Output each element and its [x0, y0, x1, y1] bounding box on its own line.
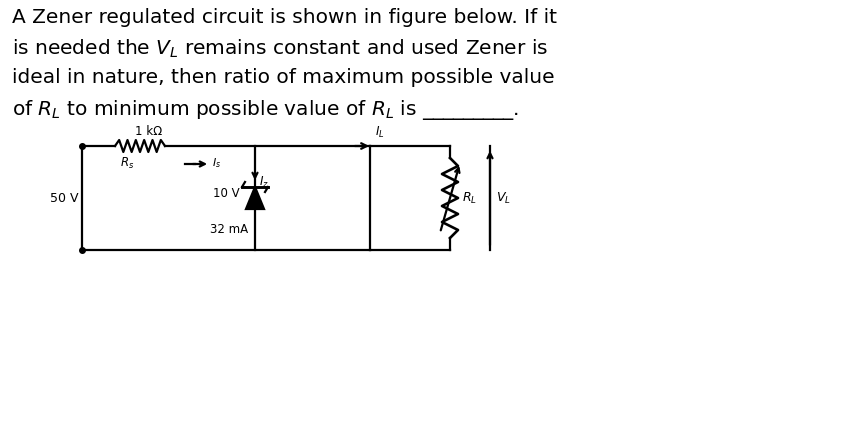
Text: is needed the $V_L$ remains constant and used Zener is: is needed the $V_L$ remains constant and…	[12, 38, 548, 60]
Text: $I_s$: $I_s$	[212, 156, 221, 170]
Text: $R_s$: $R_s$	[120, 156, 134, 171]
Text: 1 kΩ: 1 kΩ	[135, 125, 162, 138]
Text: $V_L$: $V_L$	[496, 190, 511, 205]
Text: A Zener regulated circuit is shown in figure below. If it: A Zener regulated circuit is shown in fi…	[12, 8, 557, 27]
Text: 50 V: 50 V	[50, 191, 78, 205]
Text: $R_L$: $R_L$	[462, 190, 477, 205]
Text: of $R_L$ to minimum possible value of $R_L$ is _________.: of $R_L$ to minimum possible value of $R…	[12, 98, 519, 122]
Text: $I_L$: $I_L$	[375, 125, 384, 140]
Polygon shape	[246, 187, 264, 209]
Text: ideal in nature, then ratio of maximum possible value: ideal in nature, then ratio of maximum p…	[12, 68, 555, 87]
Text: 10 V: 10 V	[213, 187, 239, 199]
Text: 32 mA: 32 mA	[210, 223, 248, 236]
Text: $I_z$: $I_z$	[259, 175, 269, 190]
